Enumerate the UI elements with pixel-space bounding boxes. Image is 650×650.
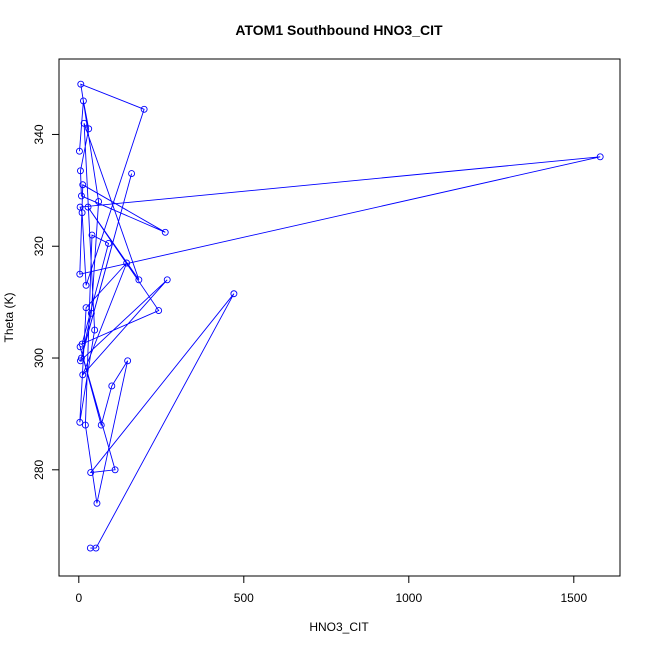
data-point xyxy=(124,357,132,365)
data-point xyxy=(80,119,88,127)
series-line xyxy=(79,83,601,549)
data-point xyxy=(82,281,90,289)
data-point xyxy=(76,418,84,426)
data-point xyxy=(76,167,84,175)
data-point xyxy=(85,125,93,133)
data-point xyxy=(161,228,169,236)
data-point xyxy=(596,153,604,161)
y-tick-label: 320 xyxy=(32,236,46,256)
y-tick-label: 300 xyxy=(32,348,46,368)
data-point xyxy=(79,181,87,189)
data-point xyxy=(87,309,95,317)
data-point xyxy=(108,382,116,390)
series-layer xyxy=(76,80,604,552)
data-point xyxy=(81,421,89,429)
data-point xyxy=(76,147,83,155)
data-point xyxy=(93,499,101,507)
x-tick-label: 500 xyxy=(234,591,254,605)
data-point xyxy=(95,198,103,205)
data-point xyxy=(82,304,90,312)
data-point xyxy=(86,544,94,552)
data-point xyxy=(77,192,85,200)
y-tick-label: 280 xyxy=(32,459,46,479)
data-point xyxy=(76,343,84,351)
x-axis: 0 500 1000 1500 xyxy=(75,575,587,605)
x-tick-label: 0 xyxy=(75,591,82,605)
data-point xyxy=(163,276,171,284)
y-axis-label: Theta (K) xyxy=(2,292,16,342)
data-point xyxy=(155,307,163,314)
data-point xyxy=(105,239,112,247)
data-point xyxy=(140,105,148,113)
y-tick-label: 340 xyxy=(32,124,46,144)
data-point xyxy=(84,203,92,211)
x-tick-label: 1500 xyxy=(560,591,587,605)
data-point xyxy=(111,466,119,474)
data-point xyxy=(78,209,86,217)
data-point xyxy=(230,290,238,298)
data-point xyxy=(135,276,143,284)
chart-title: ATOM1 Southbound HNO3_CIT xyxy=(235,22,443,38)
y-axis: 280 300 320 340 xyxy=(32,124,60,480)
data-point xyxy=(123,259,131,267)
x-axis-label: HNO3_CIT xyxy=(309,620,369,634)
data-point xyxy=(79,97,87,105)
data-point xyxy=(76,270,84,278)
data-point xyxy=(91,326,99,334)
x-tick-label: 1000 xyxy=(395,591,422,605)
data-point xyxy=(77,80,85,88)
data-point xyxy=(97,421,105,429)
data-point xyxy=(87,469,95,477)
data-point xyxy=(128,170,136,178)
data-point xyxy=(76,357,84,365)
data-point xyxy=(88,231,96,239)
data-point xyxy=(79,371,87,379)
